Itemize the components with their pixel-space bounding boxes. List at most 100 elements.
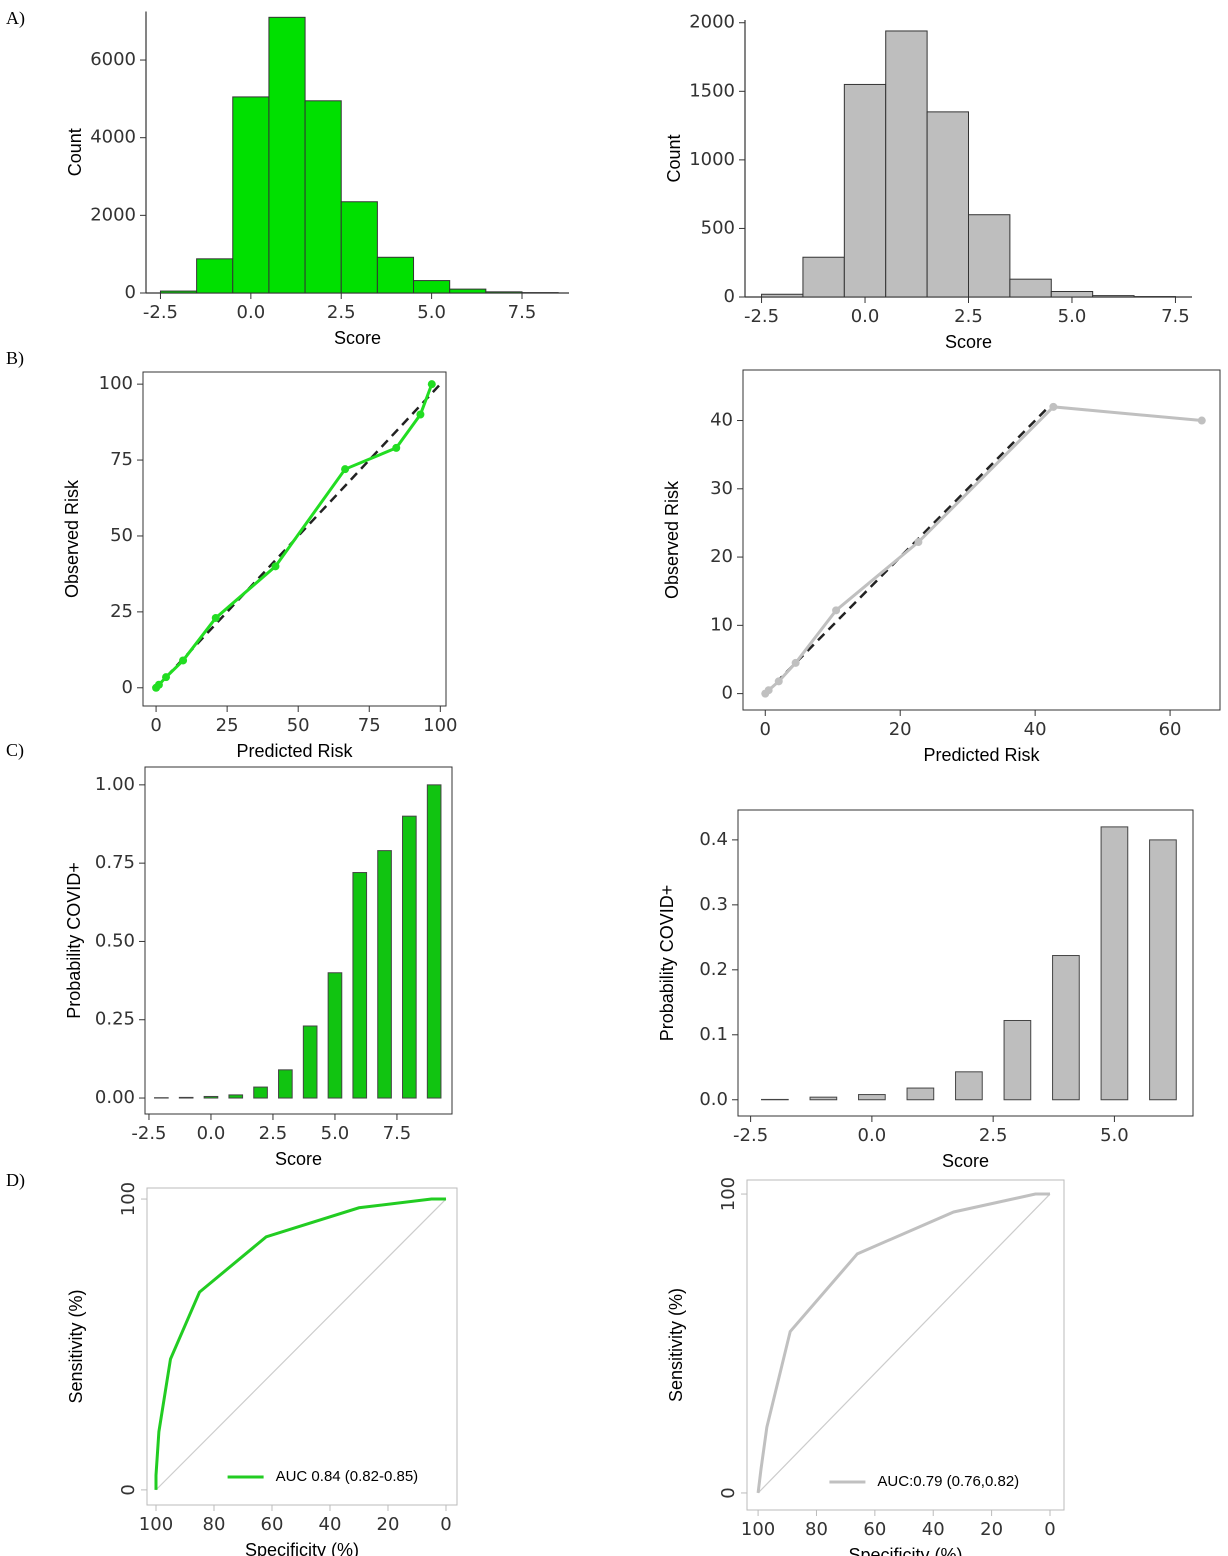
y-tick-label: 0.0 <box>699 1089 728 1110</box>
y-tick-label: 4000 <box>90 127 136 148</box>
histogram-bar <box>485 291 523 294</box>
bar <box>809 1096 838 1101</box>
bar <box>402 815 417 1099</box>
x-tick-label: 0.0 <box>851 306 880 327</box>
x-tick-label: 0 <box>760 719 771 740</box>
x-tick-label: 2.5 <box>327 302 356 323</box>
y-axis-label: Observed Risk <box>62 479 82 598</box>
y-tick-label: 0.1 <box>699 1024 728 1045</box>
x-tick-label: 0.0 <box>237 302 266 323</box>
x-tick-label: 80 <box>203 1514 226 1535</box>
point <box>791 658 800 667</box>
histogram-bar <box>304 100 342 294</box>
x-tick-label: 40 <box>319 1514 342 1535</box>
point <box>271 562 280 571</box>
bar <box>253 1086 268 1099</box>
bar <box>858 1094 886 1101</box>
histogram-bar <box>449 288 487 294</box>
x-tick-label: 2.5 <box>259 1123 288 1144</box>
series-line <box>154 383 434 689</box>
y-axis-label: Sensitivity (%) <box>666 1288 686 1402</box>
bar <box>352 872 368 1099</box>
x-tick-label: 40 <box>1024 719 1047 740</box>
y-tick-label: 0.4 <box>699 829 728 850</box>
y-axis-label: Probability COVID+ <box>64 862 84 1019</box>
y-tick-label: 1500 <box>689 80 735 101</box>
reference-line <box>155 383 442 689</box>
legend-label: AUC:0.79 (0.76,0.82) <box>877 1473 1019 1490</box>
reference-line <box>757 1193 1051 1494</box>
plot-frame <box>146 1187 458 1506</box>
histogram-bar <box>340 201 378 294</box>
x-tick-label: 0.0 <box>197 1123 226 1144</box>
y-tick-label: 0 <box>724 286 735 307</box>
series-line <box>756 1192 1050 1494</box>
legend-label: AUC 0.84 (0.82-0.85) <box>276 1468 419 1485</box>
point <box>341 465 350 474</box>
y-tick-label: 0 <box>118 1484 139 1495</box>
bar <box>1100 826 1129 1101</box>
histogram-bar <box>885 30 928 298</box>
y-tick-label: 1.00 <box>95 774 135 795</box>
histogram-bar <box>1009 278 1052 298</box>
x-tick-label: 7.5 <box>508 302 537 323</box>
y-tick-label: 30 <box>710 478 733 499</box>
bar <box>178 1096 194 1099</box>
bar <box>377 850 392 1099</box>
y-tick-label: 40 <box>710 410 733 431</box>
x-tick-label: 50 <box>287 715 310 736</box>
y-tick-label: 0 <box>122 677 133 698</box>
histogram-bar <box>268 16 306 294</box>
point <box>774 677 783 686</box>
bar <box>1003 1019 1032 1101</box>
y-tick-label: 500 <box>701 217 735 238</box>
y-tick-label: 0 <box>718 1487 739 1498</box>
panel-label: C) <box>6 740 24 761</box>
x-tick-label: -2.5 <box>143 302 178 323</box>
series-line <box>764 405 1202 695</box>
y-tick-label: 100 <box>718 1177 739 1211</box>
bar <box>302 1025 318 1099</box>
point <box>764 686 773 695</box>
point <box>1049 402 1058 411</box>
x-tick-label: 75 <box>358 715 381 736</box>
y-axis-label: Observed Risk <box>662 480 682 599</box>
histogram-bar <box>802 256 845 298</box>
x-axis-label: Score <box>275 1149 322 1169</box>
plot-frame <box>737 809 1194 1117</box>
x-tick-label: 2.5 <box>954 306 983 327</box>
y-tick-label: 100 <box>99 373 133 394</box>
y-tick-label: 0 <box>722 683 733 704</box>
point <box>154 680 163 689</box>
point <box>392 443 401 452</box>
histogram-bar <box>968 214 1011 298</box>
y-axis-label: Count <box>664 134 684 182</box>
x-tick-label: 80 <box>805 1519 828 1540</box>
bar <box>278 1069 293 1099</box>
y-tick-label: 20 <box>710 546 733 567</box>
point <box>832 606 841 615</box>
y-tick-label: 0.25 <box>95 1009 135 1030</box>
histogram-bar <box>376 256 415 294</box>
panel-label: D) <box>6 1170 25 1191</box>
x-tick-label: 60 <box>1159 719 1182 740</box>
point <box>1197 416 1206 425</box>
point <box>162 673 171 682</box>
histogram-bar <box>1050 291 1094 298</box>
histogram-bar <box>761 293 804 298</box>
bar <box>955 1071 983 1101</box>
bar <box>203 1095 219 1099</box>
histogram-bar <box>1092 295 1135 298</box>
y-tick-label: 0.3 <box>699 894 728 915</box>
x-tick-label: 100 <box>139 1514 173 1535</box>
point <box>427 380 436 389</box>
y-axis-label: Sensitivity (%) <box>66 1289 86 1403</box>
bar <box>228 1094 244 1099</box>
x-tick-label: 5.0 <box>1058 306 1087 327</box>
series-line <box>154 1197 446 1490</box>
point <box>416 410 425 419</box>
y-axis-label: Probability COVID+ <box>657 885 677 1042</box>
y-tick-label: 0.75 <box>95 852 135 873</box>
histogram-bar <box>926 111 969 298</box>
